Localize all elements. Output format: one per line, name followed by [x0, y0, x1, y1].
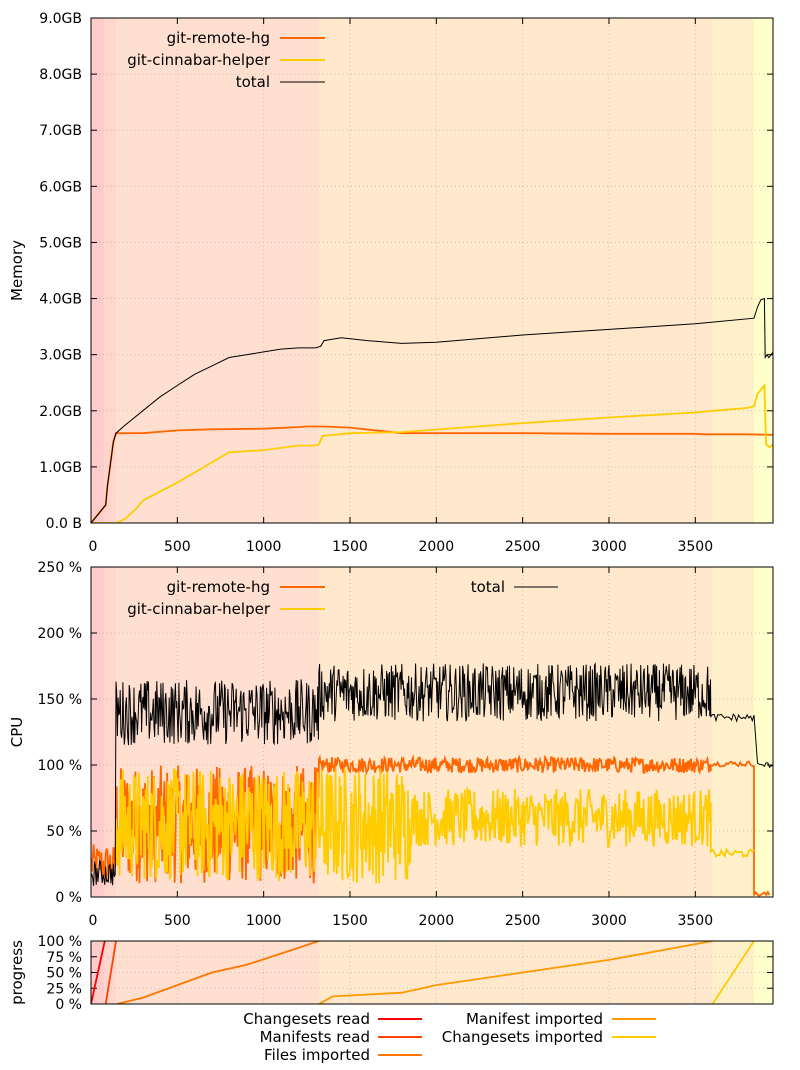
- y-tick-label: 7.0GB: [39, 123, 82, 139]
- phase-band: [91, 18, 105, 523]
- plot-area: [91, 662, 773, 897]
- series-manifests-read: [104, 941, 117, 1004]
- series-manifest-imported: [318, 941, 713, 1004]
- legend-label-changesets-read: Changesets read: [243, 1010, 370, 1028]
- y-tick-label: 100 %: [38, 934, 82, 950]
- chart-panel-1: 0.0 B 1.0GB 2.0GB 3.0GB 4.0GB 5.0GB 6.0GB 7.0GB…: [8, 11, 774, 555]
- phase-band: [712, 18, 755, 523]
- x-tick-label: 500: [164, 913, 191, 929]
- phase-band: [754, 18, 773, 523]
- y-axis-label: CPU: [8, 717, 26, 748]
- x-tick-label: 0: [89, 539, 98, 555]
- x-tick-label: 1500: [332, 913, 368, 929]
- plot-frame: [90, 17, 774, 524]
- y-tick-label: 0 %: [55, 997, 82, 1013]
- legend-label-git-cinnabar-helper: git-cinnabar-helper: [127, 51, 271, 69]
- x-tick-label: 500: [164, 539, 191, 555]
- x-tick-label: 2500: [505, 539, 541, 555]
- y-tick-label: 50 %: [46, 824, 82, 840]
- phase-band: [318, 18, 713, 523]
- x-tick-label: 3500: [677, 539, 713, 555]
- y-tick-label: 75 %: [46, 950, 82, 966]
- x-tick-label: 2000: [418, 539, 454, 555]
- legend-label-git-cinnabar-helper: git-cinnabar-helper: [127, 600, 271, 618]
- y-tick-label: 250 %: [38, 560, 82, 576]
- plot-area: [91, 941, 755, 1004]
- series-git-cinnabar-helper: [115, 766, 755, 884]
- phase-band: [712, 567, 755, 897]
- y-tick-label: 3.0GB: [39, 348, 82, 364]
- y-tick-label: 200 %: [38, 626, 82, 642]
- y-tick-label: 50 %: [46, 966, 82, 982]
- phase-band: [91, 567, 105, 897]
- legend-label-git-remote-hg: git-remote-hg: [167, 578, 270, 596]
- chart-panel-3: 0 %25 %50 %75 %100 % progress Changesets r…: [8, 934, 774, 1064]
- x-tick-label: 1000: [246, 539, 282, 555]
- y-axis-label: Memory: [8, 240, 26, 301]
- legend-label-manifest-imported: Manifest imported: [466, 1010, 603, 1028]
- series-changesets-imported: [711, 941, 755, 1004]
- plot-frame: [90, 566, 774, 898]
- x-tick-label: 2500: [505, 913, 541, 929]
- legend-label-manifests-read: Manifests read: [260, 1028, 370, 1046]
- legend-label-git-remote-hg: git-remote-hg: [167, 29, 270, 47]
- y-tick-label: 0 %: [55, 890, 82, 906]
- series-files-imported: [116, 941, 320, 1004]
- series-total: [91, 662, 773, 886]
- x-tick-label: 1000: [246, 913, 282, 929]
- series-git-cinnabar-helper: [91, 383, 773, 523]
- legend-label-files-imported: Files imported: [264, 1046, 370, 1064]
- y-tick-label: 0.0 B: [46, 516, 82, 532]
- plot-frame: [90, 940, 774, 1005]
- series-total: [91, 297, 773, 523]
- x-tick-label: 3000: [591, 913, 627, 929]
- y-axis-label: progress: [8, 940, 26, 1005]
- y-tick-label: 6.0GB: [39, 179, 82, 195]
- x-tick-label: 1500: [332, 539, 368, 555]
- y-tick-label: 150 %: [38, 692, 82, 708]
- legend-label-changesets-imported: Changesets imported: [442, 1028, 603, 1046]
- x-tick-label: 3000: [591, 539, 627, 555]
- y-tick-label: 2.0GB: [39, 404, 82, 420]
- series-changesets-read: [91, 941, 106, 1004]
- y-tick-label: 8.0GB: [39, 67, 82, 83]
- y-tick-label: 5.0GB: [39, 235, 82, 251]
- chart-panel-2: 0 % 50 % 100 % 150 % 200 % 250 % 0 500 1000 1500 2…: [8, 560, 774, 929]
- phase-band: [104, 18, 117, 523]
- y-tick-label: 100 %: [38, 758, 82, 774]
- legend-label-total: total: [236, 73, 270, 91]
- plot-area: [91, 297, 773, 523]
- y-tick-label: 1.0GB: [39, 460, 82, 476]
- x-tick-label: 3500: [677, 913, 713, 929]
- legend-label-total: total: [471, 578, 505, 596]
- phase-band: [104, 567, 117, 897]
- y-tick-label: 25 %: [46, 981, 82, 997]
- phase-band: [754, 567, 773, 897]
- y-tick-label: 9.0GB: [39, 11, 82, 27]
- phase-band: [116, 18, 319, 523]
- x-tick-label: 0: [89, 913, 98, 929]
- y-tick-label: 4.0GB: [39, 292, 82, 308]
- x-tick-label: 2000: [418, 913, 454, 929]
